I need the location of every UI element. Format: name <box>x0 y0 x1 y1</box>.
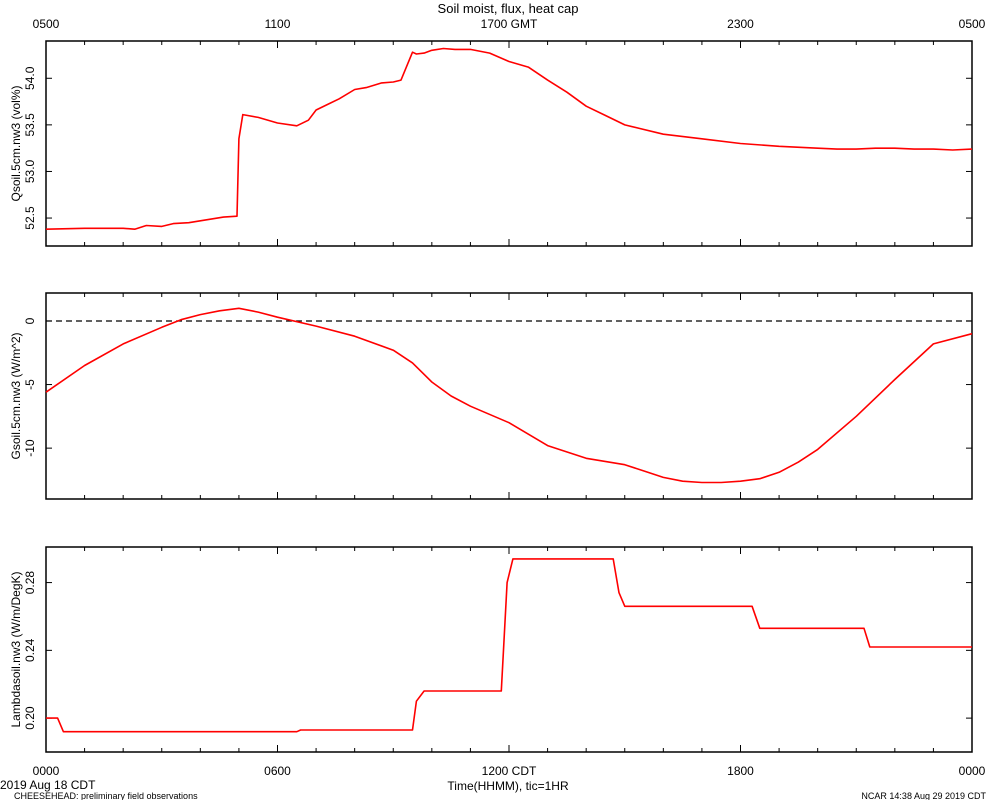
x-axis-label: Time(HHMM), tic=1HR <box>447 779 569 793</box>
y-tick-label: 52.5 <box>23 206 37 230</box>
bottom-tick-label: 0000 <box>33 764 60 778</box>
y-tick-label: 53.0 <box>23 159 37 183</box>
y-tick-label: -5 <box>23 379 37 390</box>
top-axis: 0500 1100 1700 GMT 2300 0500 <box>33 17 986 31</box>
panel-frame <box>45 40 973 247</box>
footer-right: NCAR 14:38 Aug 29 2019 CDT <box>861 791 986 800</box>
bottom-tick-label: 1800 <box>727 764 754 778</box>
y-tick-label: 0.20 <box>23 706 37 730</box>
start-date-label: 2019 Aug 18 CDT <box>0 778 96 792</box>
y-tick-label: 53.5 <box>23 113 37 137</box>
chart-title: Soil moist, flux, heat cap <box>438 1 579 16</box>
y-tick-label: 54.0 <box>23 66 37 90</box>
top-tick-label: 1700 GMT <box>481 17 538 31</box>
y-axis-label: Qsoil.5cm.nw3 (vol%) <box>9 85 23 201</box>
bottom-tick-label: 1200 CDT <box>482 764 537 778</box>
series-line <box>46 558 972 733</box>
series-line <box>45 307 973 484</box>
footer-left: CHEESEHEAD: preliminary field observatio… <box>14 791 198 800</box>
bottom-axis: 0000 0600 1200 CDT 1800 0000 <box>33 764 986 778</box>
top-tick-label: 0500 <box>959 17 986 31</box>
series-line <box>45 47 973 230</box>
top-tick-label: 1100 <box>265 17 291 31</box>
y-tick-label: 0.24 <box>23 638 37 662</box>
y-axis-label: Gsoil.5cm.nw3 (W/m^2) <box>9 333 23 460</box>
bottom-tick-label: 0600 <box>264 764 291 778</box>
bottom-tick-label: 0000 <box>959 764 986 778</box>
y-axis-label: Lambdasoil.nw3 (W/m/DegK) <box>9 571 23 727</box>
panel-frame <box>45 292 973 500</box>
y-tick-label: -10 <box>23 439 37 457</box>
y-tick-label: 0 <box>23 317 37 324</box>
top-tick-label: 0500 <box>33 17 60 31</box>
y-tick-label: 0.28 <box>23 571 37 595</box>
top-tick-label: 2300 <box>727 17 754 31</box>
